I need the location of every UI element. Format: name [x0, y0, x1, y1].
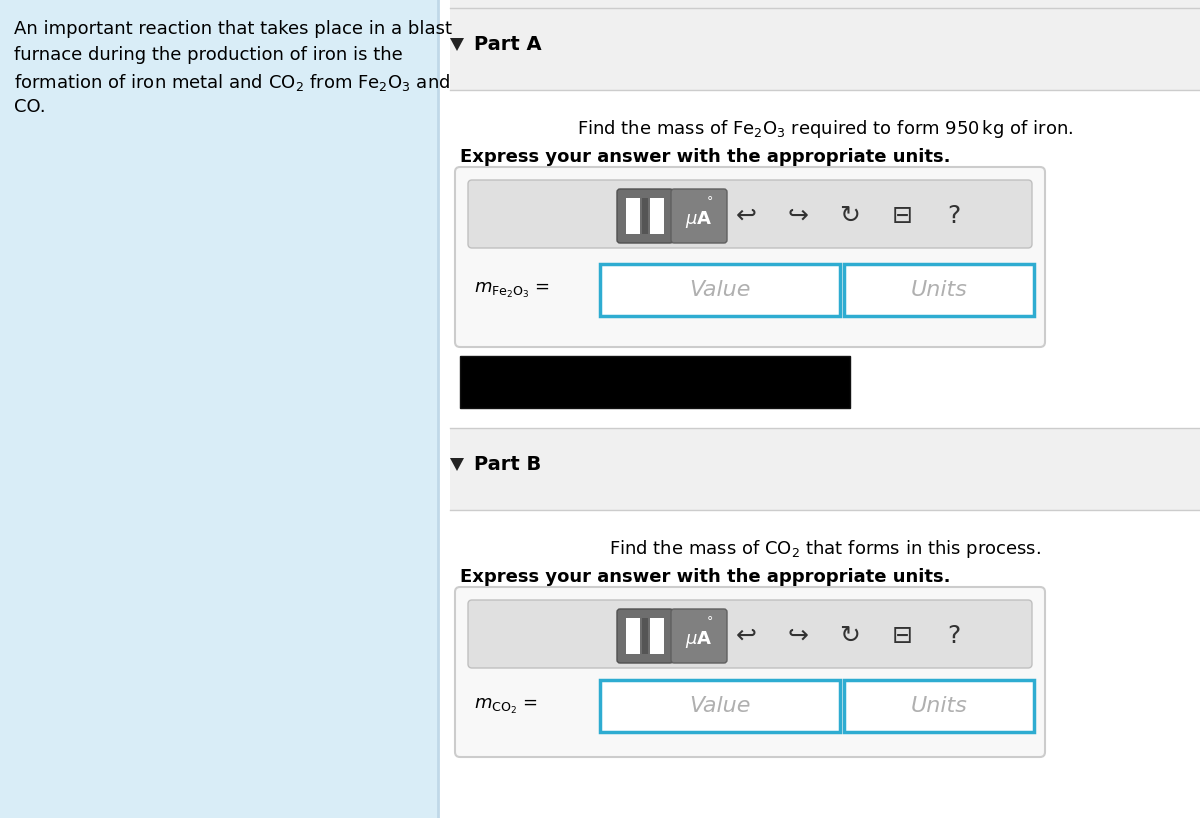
Text: CO.: CO.	[14, 98, 46, 116]
FancyBboxPatch shape	[468, 180, 1032, 248]
Text: ↪: ↪	[787, 204, 809, 228]
Text: $\mu$A: $\mu$A	[685, 630, 713, 650]
FancyBboxPatch shape	[617, 609, 673, 663]
Text: ⊟: ⊟	[892, 204, 912, 228]
FancyBboxPatch shape	[844, 680, 1034, 732]
Text: Express your answer with the appropriate units.: Express your answer with the appropriate…	[460, 568, 950, 586]
Text: ?: ?	[947, 624, 961, 648]
Text: ↩: ↩	[736, 204, 756, 228]
FancyBboxPatch shape	[450, 428, 1200, 510]
Text: furnace during the production of iron is the: furnace during the production of iron is…	[14, 46, 403, 64]
Text: ↻: ↻	[840, 624, 860, 648]
Text: °: °	[707, 196, 713, 209]
Text: Part B: Part B	[474, 455, 541, 474]
FancyBboxPatch shape	[671, 609, 727, 663]
Text: ⊟: ⊟	[892, 624, 912, 648]
Polygon shape	[450, 38, 464, 51]
Text: Part A: Part A	[474, 34, 541, 53]
FancyBboxPatch shape	[626, 198, 640, 234]
Text: An important reaction that takes place in a blast: An important reaction that takes place i…	[14, 20, 452, 38]
FancyBboxPatch shape	[450, 8, 1200, 90]
FancyBboxPatch shape	[844, 264, 1034, 316]
Polygon shape	[450, 458, 464, 471]
FancyBboxPatch shape	[0, 0, 438, 818]
FancyBboxPatch shape	[650, 618, 664, 654]
FancyBboxPatch shape	[600, 264, 840, 316]
FancyBboxPatch shape	[455, 167, 1045, 347]
Text: formation of iron metal and $\mathregular{CO_2}$ from $\mathregular{Fe_2O_3}$ an: formation of iron metal and $\mathregula…	[14, 72, 450, 93]
Text: $\mu$A: $\mu$A	[685, 209, 713, 231]
FancyBboxPatch shape	[450, 510, 1200, 818]
FancyBboxPatch shape	[0, 135, 438, 818]
FancyBboxPatch shape	[468, 600, 1032, 668]
FancyBboxPatch shape	[650, 198, 664, 234]
Text: ↪: ↪	[787, 624, 809, 648]
FancyBboxPatch shape	[626, 618, 640, 654]
FancyBboxPatch shape	[460, 356, 850, 408]
Text: °: °	[707, 615, 713, 628]
Text: $m_{\mathregular{Fe_2O_3}}$ =: $m_{\mathregular{Fe_2O_3}}$ =	[474, 281, 550, 299]
Text: Value: Value	[689, 280, 751, 300]
Text: Express your answer with the appropriate units.: Express your answer with the appropriate…	[460, 148, 950, 166]
Text: Find the mass of $\mathregular{Fe_2O_3}$ required to form 950$\,$kg of iron.: Find the mass of $\mathregular{Fe_2O_3}$…	[577, 118, 1073, 140]
FancyBboxPatch shape	[642, 618, 648, 654]
Text: ↻: ↻	[840, 204, 860, 228]
Text: ?: ?	[947, 204, 961, 228]
FancyBboxPatch shape	[455, 587, 1045, 757]
Text: $m_{\mathregular{CO_2}}$ =: $m_{\mathregular{CO_2}}$ =	[474, 696, 538, 716]
FancyBboxPatch shape	[617, 189, 673, 243]
FancyBboxPatch shape	[642, 198, 648, 234]
Text: Units: Units	[911, 696, 967, 716]
Text: Value: Value	[689, 696, 751, 716]
FancyBboxPatch shape	[600, 680, 840, 732]
FancyBboxPatch shape	[450, 0, 1200, 818]
Text: Find the mass of $\mathregular{CO_2}$ that forms in this process.: Find the mass of $\mathregular{CO_2}$ th…	[608, 538, 1042, 560]
Text: ↩: ↩	[736, 624, 756, 648]
Text: Units: Units	[911, 280, 967, 300]
FancyBboxPatch shape	[450, 90, 1200, 460]
FancyBboxPatch shape	[671, 189, 727, 243]
